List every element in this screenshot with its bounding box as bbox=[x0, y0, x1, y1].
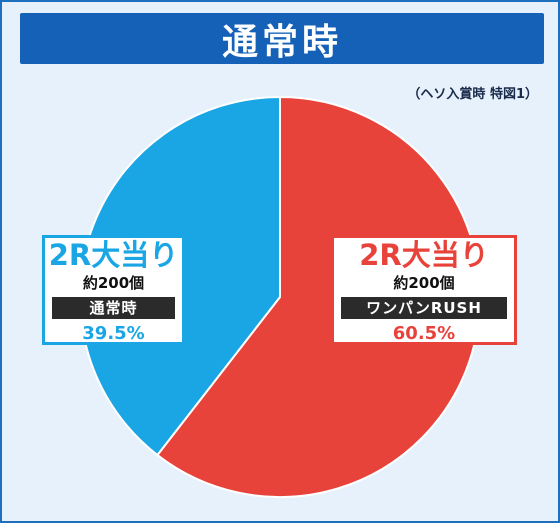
slice-label-box-normal: 2R大当り 約200個 通常時 39.5% bbox=[42, 235, 185, 345]
page-title: 通常時 bbox=[20, 13, 544, 64]
slice-label-percent: 60.5% bbox=[392, 323, 456, 344]
slice-label-mode: ワンパンRUSH bbox=[341, 297, 507, 319]
slice-label-title: 2R大当り bbox=[48, 238, 179, 272]
slice-label-title: 2R大当り bbox=[359, 238, 489, 272]
slice-label-mode: 通常時 bbox=[52, 297, 175, 319]
pie-slice-0 bbox=[156, 95, 481, 498]
slice-label-percent: 39.5% bbox=[82, 323, 145, 344]
chart-note: （ヘソ入賞時 特図1） bbox=[407, 87, 538, 102]
slice-label-sub: 約200個 bbox=[393, 274, 455, 292]
slice-label-sub: 約200個 bbox=[82, 274, 145, 292]
slice-label-box-rush: 2R大当り 約200個 ワンパンRUSH 60.5% bbox=[331, 235, 517, 345]
